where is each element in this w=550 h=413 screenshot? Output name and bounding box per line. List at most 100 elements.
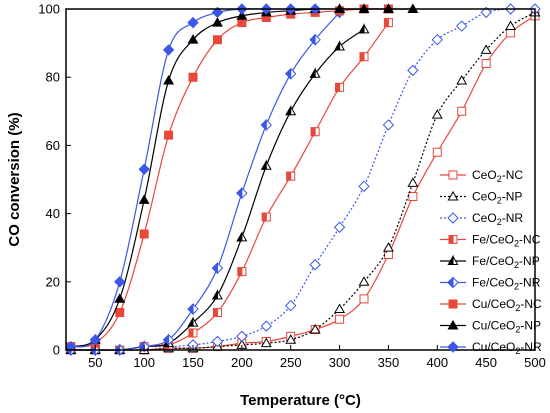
- data-point: [187, 16, 199, 29]
- data-point: [188, 328, 198, 338]
- data-point: [236, 330, 248, 343]
- legend-marker: [447, 341, 459, 353]
- data-point: [456, 20, 468, 32]
- y-tick-label: 80: [46, 70, 60, 85]
- x-tick-label: 200: [231, 355, 253, 370]
- data-point: [187, 316, 199, 327]
- data-point: [383, 250, 393, 260]
- x-axis-label: Temperature (°C): [240, 392, 361, 409]
- plot-area: 50 100 150 200 250 300 350 400 450 500 0 20 40 60 80 10…: [38, 2, 546, 371]
- legend-item: Cu/CeO2-NC: [440, 297, 542, 313]
- legend-item: CeO2-NP: [440, 190, 522, 206]
- legend-marker: [447, 254, 459, 265]
- data-point: [212, 35, 222, 45]
- data-point: [334, 303, 346, 314]
- data-point: [162, 44, 175, 56]
- data-point: [431, 109, 443, 119]
- plot-frame: [65, 8, 536, 351]
- data-point: [481, 59, 491, 69]
- data-point: [211, 335, 224, 348]
- ticks-layer: 50 100 150 200 250 300 350 400 450 500 0 20 40 60 80 10…: [38, 2, 546, 371]
- data-point: [163, 75, 175, 85]
- data-point: [407, 177, 419, 187]
- y-tick-label: 60: [46, 138, 60, 153]
- data-point: [309, 33, 321, 46]
- data-point: [309, 259, 321, 271]
- legend-label: Cu/CeO2-NC: [472, 297, 542, 313]
- data-point: [211, 261, 224, 275]
- legend-marker: [447, 319, 459, 330]
- data-point: [335, 82, 345, 92]
- data-point: [260, 159, 272, 170]
- data-point: [310, 127, 320, 137]
- data-point: [260, 320, 273, 332]
- data-point: [65, 340, 77, 353]
- data-point: [456, 75, 468, 85]
- legend-item: Fe/CeO2-NR: [440, 276, 541, 292]
- data-point: [138, 194, 150, 204]
- legend: CeO2-NC CeO2-NP CeO2-NR Fe/CeO2-NC Fe/CeO2-N…: [440, 168, 542, 356]
- data-point: [285, 334, 297, 344]
- data-point: [162, 333, 175, 346]
- data-point: [285, 299, 297, 312]
- data-point: [115, 307, 125, 317]
- series-line: [70, 8, 389, 348]
- series-cu-ceo2-nc: [66, 4, 393, 352]
- legend-marker: [448, 170, 458, 180]
- data-point: [382, 242, 394, 252]
- data-point: [187, 302, 199, 316]
- data-point: [334, 40, 346, 51]
- legend-label: Cu/CeO2-NR: [472, 340, 542, 356]
- legend-item: Cu/CeO2-NR: [440, 340, 542, 356]
- data-point: [286, 171, 296, 181]
- legend-item: CeO2-NR: [440, 211, 523, 227]
- data-point: [285, 67, 297, 80]
- data-point: [261, 212, 271, 222]
- data-point: [335, 314, 345, 324]
- data-point: [333, 221, 346, 233]
- data-point: [359, 52, 369, 62]
- legend-marker: [448, 299, 458, 309]
- legend-item: Fe/CeO2-NC: [440, 233, 541, 249]
- data-point: [236, 10, 248, 20]
- data-point: [188, 72, 198, 82]
- data-point: [211, 288, 223, 300]
- legend-marker: [448, 235, 458, 244]
- data-point: [408, 192, 418, 202]
- x-tick-label: 150: [182, 355, 204, 370]
- data-point: [212, 307, 222, 317]
- series-line: [70, 15, 536, 351]
- data-point: [382, 119, 395, 131]
- data-point: [236, 230, 248, 242]
- data-point: [383, 18, 393, 28]
- series-fe-ceo2-nr: [65, 6, 346, 356]
- legend-marker: [447, 212, 459, 224]
- series-layer: [65, 3, 541, 356]
- legend-label: CeO2-NR: [472, 211, 523, 227]
- data-point: [187, 34, 199, 44]
- legend-label: CeO2-NP: [472, 190, 522, 206]
- y-tick-label: 0: [53, 343, 60, 358]
- y-axis-label: CO conversion (%): [6, 112, 23, 246]
- y-tick-label: 40: [46, 206, 60, 221]
- data-point: [237, 18, 247, 28]
- data-point: [432, 147, 442, 157]
- legend-label: CeO2-NC: [472, 168, 523, 184]
- data-point: [285, 104, 297, 116]
- series-fe-ceo2-nc: [66, 18, 393, 355]
- data-point: [358, 180, 370, 193]
- data-point: [138, 163, 150, 175]
- data-point: [480, 6, 492, 19]
- legend-item: Fe/CeO2-NP: [440, 254, 540, 270]
- data-point: [139, 229, 149, 239]
- x-tick-label: 350: [378, 355, 400, 370]
- x-tick-label: 100: [133, 355, 155, 370]
- y-tick-label: 100: [38, 2, 60, 17]
- data-point: [236, 186, 248, 200]
- series-fe-ceo2-np: [65, 22, 370, 354]
- data-point: [260, 118, 273, 132]
- legend-label: Fe/CeO2-NC: [472, 233, 541, 249]
- data-point: [506, 28, 516, 38]
- data-point: [309, 67, 321, 78]
